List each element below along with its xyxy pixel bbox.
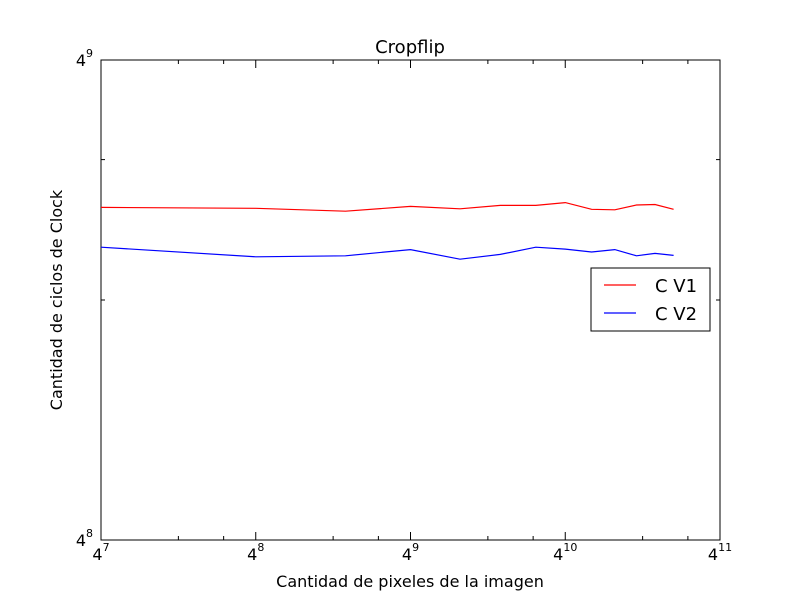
chart-title: Cropflip (375, 37, 445, 58)
y-axis-label: Cantidad de ciclos de Clock (47, 189, 66, 410)
series-lines (100, 201, 674, 260)
x-axis-label: Cantidad de pixeles de la imagen (276, 572, 544, 591)
series-line-1 (100, 201, 674, 212)
y-tick-label: 49 (76, 47, 93, 70)
legend-label-1: C V1 (655, 276, 697, 297)
x-tick-label: 411 (708, 541, 732, 564)
x-tick-label: 49 (402, 541, 419, 564)
x-tick-label: 48 (247, 541, 264, 564)
y-tick-label: 48 (76, 527, 93, 550)
legend: C V1 C V2 (590, 267, 711, 332)
x-tick-label: 47 (92, 541, 109, 564)
legend-box (590, 267, 711, 332)
legend-label-2: C V2 (655, 304, 697, 325)
series-line-2 (100, 246, 674, 260)
x-tick-label: 410 (553, 541, 577, 564)
